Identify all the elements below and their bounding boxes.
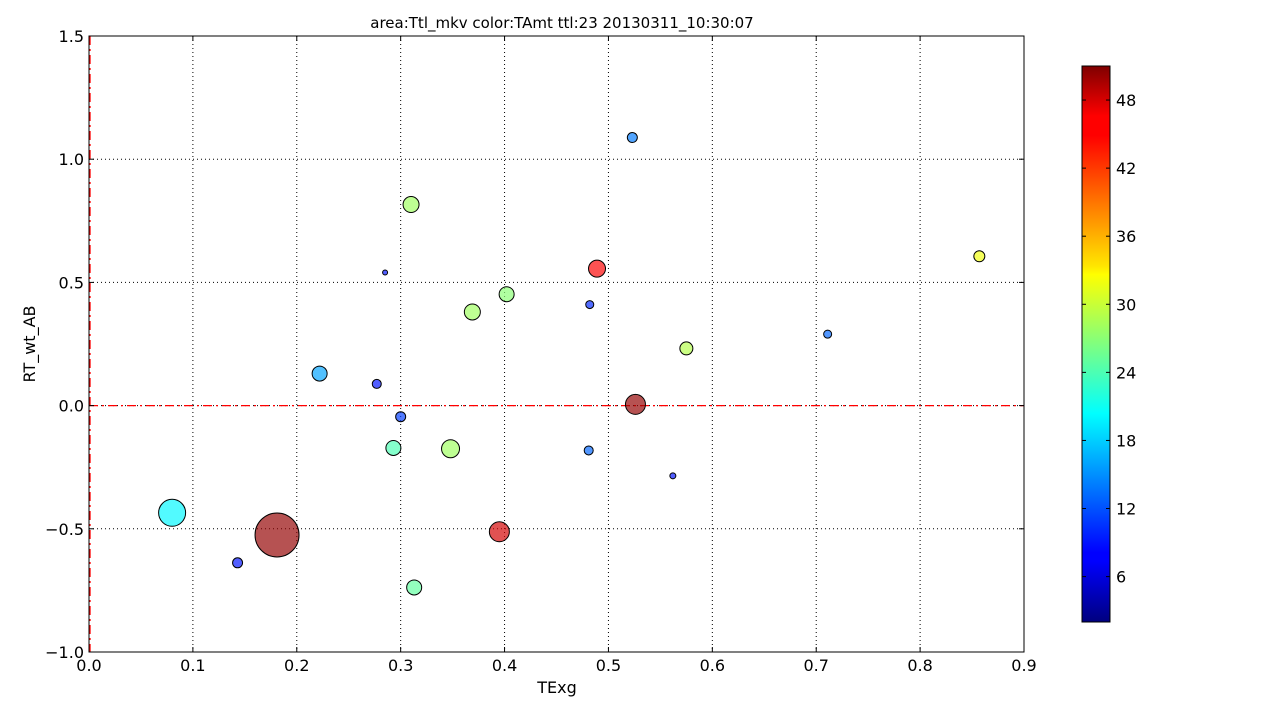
- y-axis-label: RT_wt_AB: [20, 305, 40, 382]
- y-axis-ticks: −1.0 −0.5 0.0 0.5 1.0 1.5: [45, 27, 1024, 662]
- scatter-point: [669, 472, 677, 480]
- data-points: [158, 132, 986, 596]
- x-tick-label: 0.0: [76, 656, 101, 675]
- x-tick-label: 0.4: [492, 656, 517, 675]
- y-tick-label: −0.5: [45, 520, 84, 539]
- x-tick-label: 0.5: [596, 656, 621, 675]
- scatter-point: [158, 498, 187, 527]
- reference-lines: [89, 36, 1024, 652]
- scatter-point: [371, 378, 382, 389]
- y-tick-label: 0.5: [59, 273, 84, 292]
- scatter-point: [232, 557, 244, 569]
- x-axis-ticks: 0.0 0.1 0.2 0.3 0.4 0.5 0.6 0.7 0.8 0.9: [76, 36, 1037, 675]
- scatter-point: [402, 196, 420, 214]
- colorbar-tick-label: 30: [1116, 295, 1136, 314]
- y-tick-label: 1.0: [59, 150, 84, 169]
- scatter-point: [823, 329, 833, 339]
- scatter-point: [588, 259, 607, 278]
- colorbar-tick-label: 36: [1116, 227, 1136, 246]
- chart-title: area:Ttl_mkv color:TAmt ttl:23 20130311_…: [370, 14, 753, 33]
- y-tick-label: 0.0: [59, 397, 84, 416]
- scatter-point: [395, 411, 407, 423]
- x-tick-label: 0.2: [284, 656, 309, 675]
- scatter-point: [441, 439, 461, 459]
- x-tick-label: 0.1: [180, 656, 205, 675]
- colorbar-gradient: [1081, 65, 1111, 623]
- scatter-point: [679, 341, 694, 356]
- colorbar-tick-label: 42: [1116, 159, 1136, 178]
- grid-lines: [89, 36, 1024, 652]
- x-tick-label: 0.7: [803, 656, 828, 675]
- scatter-point: [973, 250, 986, 263]
- scatter-point: [311, 365, 328, 382]
- colorbar-ticks: 6 12 18 24 30 36 42 48: [1082, 91, 1136, 587]
- x-tick-label: 0.8: [907, 656, 932, 675]
- colorbar-tick-label: 18: [1116, 431, 1136, 450]
- scatter-point: [585, 300, 595, 310]
- y-tick-label: −1.0: [45, 643, 84, 662]
- colorbar: 6 12 18 24 30 36 42 48: [1081, 65, 1136, 623]
- x-tick-label: 0.3: [388, 656, 413, 675]
- colorbar-tick-label: 6: [1116, 568, 1126, 587]
- colorbar-tick-label: 12: [1116, 500, 1136, 519]
- scatter-point: [382, 269, 389, 276]
- scatter-point: [488, 521, 510, 543]
- scatter-point: [626, 132, 638, 144]
- colorbar-tick-label: 48: [1116, 91, 1136, 110]
- plot-frame: [88, 35, 1025, 653]
- scatter-point: [463, 303, 481, 321]
- x-axis-label: TExg: [536, 678, 577, 697]
- scatter-point: [624, 393, 646, 415]
- y-tick-label: 1.5: [59, 27, 84, 46]
- scatter-point: [254, 512, 300, 558]
- scatter-point: [498, 286, 515, 303]
- scatter-point: [385, 439, 402, 456]
- colorbar-tick-label: 24: [1116, 363, 1136, 382]
- x-tick-label: 0.9: [1011, 656, 1036, 675]
- scatter-point: [583, 445, 594, 456]
- x-tick-label: 0.6: [700, 656, 725, 675]
- scatter-point: [406, 579, 423, 596]
